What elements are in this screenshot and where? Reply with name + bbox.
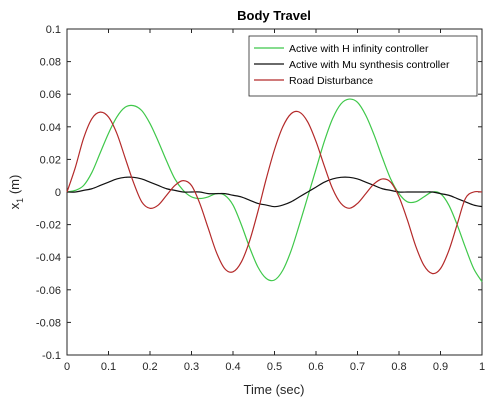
y-tick-label: -0.04 bbox=[36, 252, 61, 264]
x-tick-label: 0.5 bbox=[267, 361, 282, 373]
chart-title: Body Travel bbox=[237, 8, 311, 23]
y-tick-label: 0.06 bbox=[40, 89, 61, 101]
y-tick-label: -0.02 bbox=[36, 220, 61, 232]
legend-entry-h-infinity: Active with H infinity controller bbox=[289, 43, 429, 55]
x-tick-label: 0.3 bbox=[184, 361, 199, 373]
legend-box bbox=[248, 35, 478, 97]
x-tick-label: 0.8 bbox=[391, 361, 406, 373]
series-road-disturbance-line bbox=[66, 110, 483, 275]
x-tick-label: 0.7 bbox=[350, 361, 365, 373]
y-axis-title-subscript: 1 bbox=[15, 198, 25, 203]
y-axis-title-unit: (m) bbox=[7, 175, 22, 198]
y-tick-label: -0.08 bbox=[36, 317, 61, 329]
x-tick-label: 0.9 bbox=[433, 361, 448, 373]
y-tick-label: -0.1 bbox=[42, 350, 61, 362]
series-h-infinity-line bbox=[66, 98, 483, 282]
y-tick-label: 0.02 bbox=[40, 154, 61, 166]
legend-entry-road-disturbance: Road Disturbance bbox=[289, 75, 373, 87]
x-tick-label: 0.6 bbox=[308, 361, 323, 373]
y-tick-label: 0.08 bbox=[40, 57, 61, 69]
y-axis-title-main: x bbox=[7, 202, 22, 209]
series-layer bbox=[66, 98, 483, 282]
x-tick-label: 1 bbox=[479, 361, 485, 373]
y-tick-label: 0 bbox=[55, 187, 61, 199]
legend: Active with H infinity controller Active … bbox=[248, 35, 478, 97]
y-axis-title: x1 (m) bbox=[7, 175, 25, 210]
axis-ticks: 0 0.1 0.2 0.3 0.4 0.5 0.6 0.7 0.8 0.9 1 -0.1 -0.08 -0… bbox=[36, 24, 485, 373]
x-tick-label: 0.4 bbox=[225, 361, 240, 373]
x-tick-label: 0.2 bbox=[142, 361, 157, 373]
legend-entry-mu-synthesis: Active with Mu synthesis controller bbox=[289, 59, 450, 71]
y-tick-label: 0.04 bbox=[40, 122, 61, 134]
x-axis-title: Time (sec) bbox=[244, 382, 305, 397]
y-tick-label: -0.06 bbox=[36, 285, 61, 297]
x-tick-label: 0 bbox=[64, 361, 70, 373]
x-tick-label: 0.1 bbox=[101, 361, 116, 373]
y-tick-label: 0.1 bbox=[46, 24, 61, 36]
series-mu-synthesis-line bbox=[66, 176, 483, 208]
